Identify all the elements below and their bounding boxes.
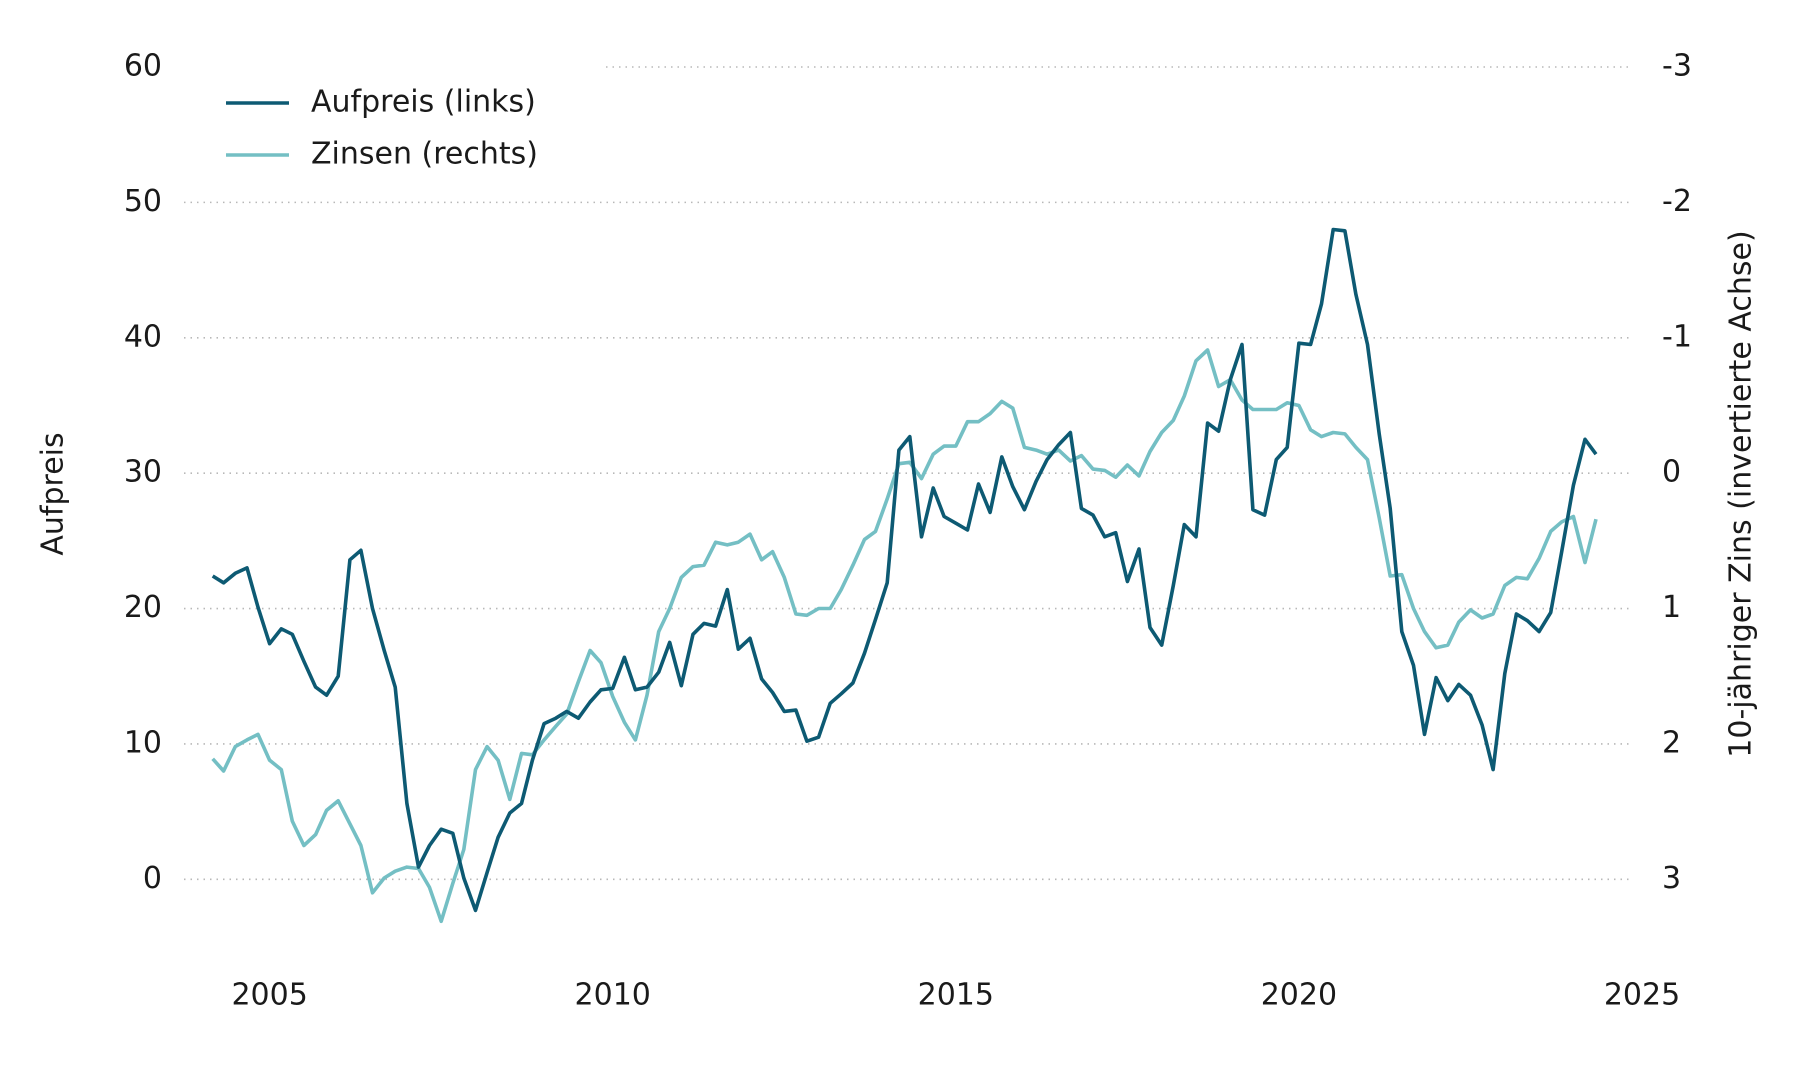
legend-label: Aufpreis (links) <box>311 85 536 120</box>
y2-tick-label: 0 <box>1662 455 1681 490</box>
y2-tick-label: -1 <box>1662 319 1692 354</box>
y2-axis-label: 10-jähriger Zins (invertierte Achse) <box>1724 230 1759 757</box>
x-tick-label: 2015 <box>918 978 994 1013</box>
y2-tick-label: -2 <box>1662 184 1692 219</box>
x-tick-label: 2005 <box>231 978 307 1013</box>
series-line <box>211 227 1598 913</box>
y-tick-label: 40 <box>124 319 162 354</box>
y2-tick-label: 1 <box>1662 590 1681 625</box>
y-tick-label: 30 <box>124 455 162 490</box>
y2-tick-label: -3 <box>1662 49 1692 84</box>
x-tick-label: 2020 <box>1261 978 1337 1013</box>
y-tick-label: 10 <box>124 725 162 760</box>
series-line <box>211 348 1598 924</box>
y-tick-label: 0 <box>143 861 162 896</box>
legend-label: Zinsen (rechts) <box>311 137 538 172</box>
y2-tick-label: 3 <box>1662 861 1681 896</box>
x-tick-label: 2010 <box>575 978 651 1013</box>
y-tick-label: 50 <box>124 184 162 219</box>
y2-tick-label: 2 <box>1662 725 1681 760</box>
y-tick-label: 20 <box>124 590 162 625</box>
y-axis-label: Aufpreis <box>36 432 71 555</box>
y-tick-label: 60 <box>124 49 162 84</box>
x-tick-label: 2025 <box>1604 978 1680 1013</box>
